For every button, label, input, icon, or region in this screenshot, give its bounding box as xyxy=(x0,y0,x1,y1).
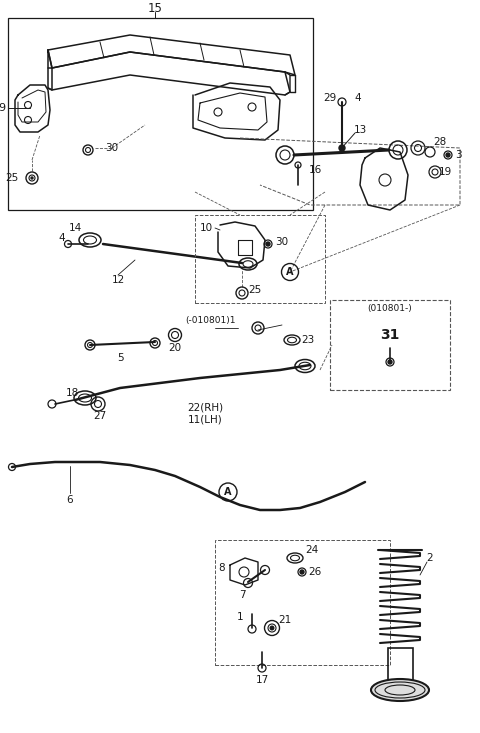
Circle shape xyxy=(388,360,392,364)
Text: 23: 23 xyxy=(301,335,314,345)
Circle shape xyxy=(300,570,304,574)
Text: 27: 27 xyxy=(94,411,107,421)
Text: 11(LH): 11(LH) xyxy=(188,415,222,425)
Text: 9: 9 xyxy=(0,103,5,113)
Bar xyxy=(388,648,413,683)
Circle shape xyxy=(31,177,33,179)
Text: 30: 30 xyxy=(105,143,118,153)
Text: 22(RH): 22(RH) xyxy=(187,403,223,413)
Text: 20: 20 xyxy=(168,343,181,353)
Ellipse shape xyxy=(371,679,429,701)
Text: 24: 24 xyxy=(305,545,319,555)
Bar xyxy=(330,300,450,390)
Text: 29: 29 xyxy=(324,93,336,103)
Text: 31: 31 xyxy=(380,328,400,342)
Text: 30: 30 xyxy=(276,237,288,247)
Text: (-010801)1: (-010801)1 xyxy=(185,315,235,325)
Text: 7: 7 xyxy=(239,590,245,600)
Text: 26: 26 xyxy=(308,567,322,577)
Text: 25: 25 xyxy=(5,173,18,183)
Text: 12: 12 xyxy=(111,275,125,285)
Text: 8: 8 xyxy=(218,563,225,573)
Circle shape xyxy=(446,153,450,157)
Text: 6: 6 xyxy=(67,495,73,505)
Text: 2: 2 xyxy=(427,553,433,563)
Text: 28: 28 xyxy=(433,137,446,147)
Text: 5: 5 xyxy=(117,353,123,363)
Text: 19: 19 xyxy=(438,167,452,177)
Text: 17: 17 xyxy=(255,675,269,685)
Text: A: A xyxy=(224,487,232,497)
Bar xyxy=(215,540,390,665)
Text: 16: 16 xyxy=(308,165,322,175)
Text: 10: 10 xyxy=(200,223,213,233)
Text: 18: 18 xyxy=(65,388,79,398)
Bar xyxy=(195,215,325,303)
Text: 15: 15 xyxy=(147,1,162,15)
Text: 4: 4 xyxy=(355,93,361,103)
Bar xyxy=(8,18,313,210)
Text: 13: 13 xyxy=(353,125,367,135)
Circle shape xyxy=(266,242,270,246)
Text: 21: 21 xyxy=(278,615,292,625)
Circle shape xyxy=(339,145,345,151)
Text: 3: 3 xyxy=(455,150,461,160)
Text: 4: 4 xyxy=(59,233,65,243)
Circle shape xyxy=(270,626,274,630)
Text: 14: 14 xyxy=(68,223,82,233)
Text: (010801-): (010801-) xyxy=(368,303,412,312)
Text: A: A xyxy=(286,267,294,277)
Text: 1: 1 xyxy=(237,612,243,622)
Text: 25: 25 xyxy=(248,285,262,295)
